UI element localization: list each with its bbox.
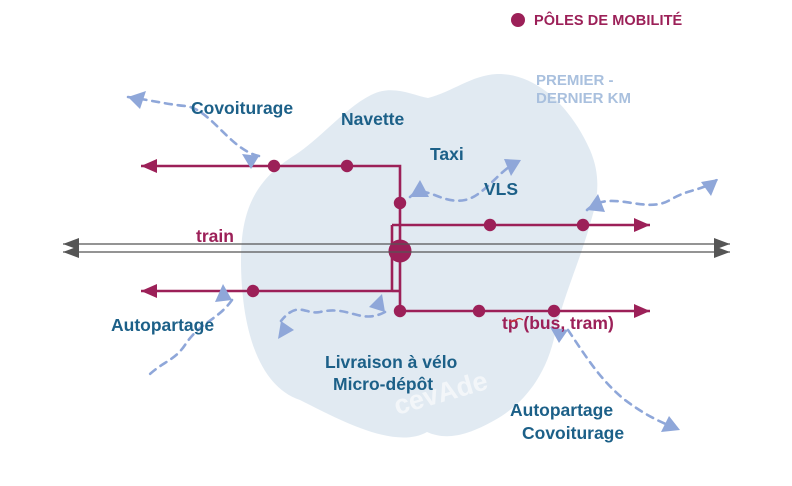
svg-text:Autopartage: Autopartage — [111, 315, 214, 335]
svg-text:tp (bus, tram): tp (bus, tram) — [502, 313, 614, 333]
svg-text:VLS: VLS — [484, 179, 518, 199]
svg-text:PÔLES DE MOBILITÉ: PÔLES DE MOBILITÉ — [534, 11, 683, 29]
svg-text:Navette: Navette — [341, 109, 404, 129]
svg-text:train: train — [196, 226, 234, 246]
svg-text:DERNIER KM: DERNIER KM — [536, 90, 631, 107]
svg-text:Taxi: Taxi — [430, 144, 464, 164]
svg-text:Autopartage: Autopartage — [510, 400, 613, 420]
svg-text:Covoiturage: Covoiturage — [191, 98, 293, 118]
svg-text:Covoiturage: Covoiturage — [522, 423, 624, 443]
svg-text:PREMIER -: PREMIER - — [536, 72, 614, 89]
svg-text:Livraison à vélo: Livraison à vélo — [325, 352, 457, 372]
svg-text:Micro-dépôt: Micro-dépôt — [333, 374, 433, 394]
